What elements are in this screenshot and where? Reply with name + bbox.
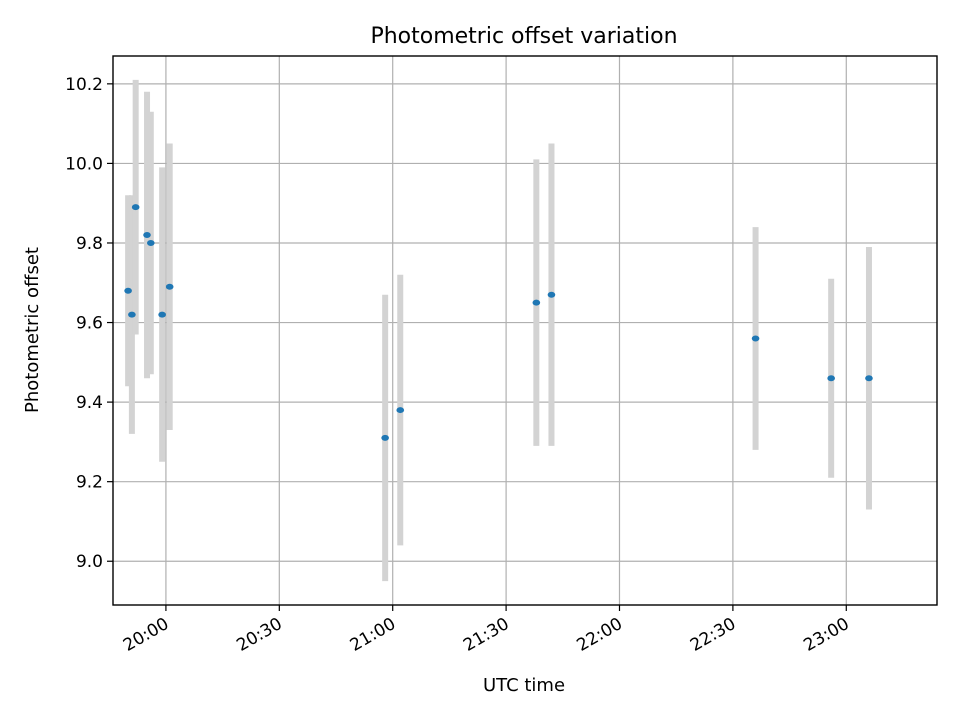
x-axis-label: UTC time <box>483 675 565 696</box>
data-point <box>143 232 151 239</box>
data-point <box>158 311 166 318</box>
data-point <box>381 434 389 441</box>
x-tick-label: 22:00 <box>574 614 626 656</box>
x-tick-label: 22:30 <box>687 614 739 656</box>
x-tick-label: 23:00 <box>800 614 852 656</box>
data-point <box>128 311 136 318</box>
data-point <box>751 335 760 342</box>
data-point <box>827 375 835 382</box>
y-axis-label: Photometric offset <box>22 247 43 413</box>
data-point <box>532 299 541 306</box>
x-tick-label: 20:30 <box>233 614 285 656</box>
plot-frame <box>112 55 938 606</box>
data-point <box>131 204 140 211</box>
y-tick-label: 9.8 <box>76 234 103 254</box>
x-tick-label: 20:00 <box>120 614 172 656</box>
y-tick-label: 9.2 <box>76 473 103 493</box>
y-tick-label: 10.0 <box>65 154 103 174</box>
data-point <box>865 375 873 382</box>
data-point <box>165 283 174 290</box>
y-tick-label: 9.6 <box>76 314 103 334</box>
chart-title: Photometric offset variation <box>370 24 677 49</box>
grid <box>113 56 937 605</box>
error-bars <box>125 79 872 582</box>
y-tick-label: 9.0 <box>76 552 103 572</box>
x-tick-label: 21:00 <box>347 614 399 656</box>
data-point <box>396 407 405 414</box>
data-points <box>124 204 873 441</box>
y-axis: 9.0 9.2 9.4 9.6 9.8 10.0 10.2 <box>65 75 113 572</box>
x-axis: 20:00 20:30 21:00 21:30 22:00 22:30 23:00 <box>120 605 853 656</box>
y-tick-label: 10.2 <box>65 75 103 95</box>
x-tick-label: 21:30 <box>460 614 512 656</box>
data-point <box>124 287 132 294</box>
data-point <box>146 239 155 246</box>
y-tick-label: 9.4 <box>76 393 103 413</box>
data-point <box>547 291 556 298</box>
